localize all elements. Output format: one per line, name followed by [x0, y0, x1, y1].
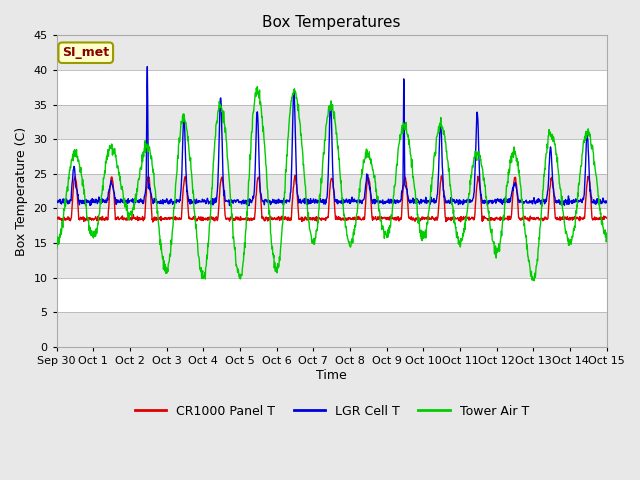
- LGR Cell T: [118, 196, 125, 202]
- LGR Cell T: [298, 198, 306, 204]
- CR1000 Panel T: [367, 190, 374, 195]
- Bar: [57, 139, 607, 174]
- CR1000 Panel T: [287, 216, 294, 221]
- CR1000 Panel T: [298, 215, 306, 220]
- CR1000 Panel T: [53, 216, 61, 221]
- CR1000 Panel T: [603, 215, 611, 221]
- Line: LGR Cell T: LGR Cell T: [57, 67, 607, 205]
- LGR Cell T: [143, 64, 151, 70]
- Bar: [57, 70, 607, 105]
- CR1000 Panel T: [149, 219, 157, 225]
- LGR Cell T: [95, 198, 103, 204]
- Tower Air T: [287, 105, 294, 110]
- Tower Air T: [118, 186, 125, 192]
- Tower Air T: [366, 155, 374, 161]
- Tower Air T: [603, 237, 611, 242]
- Tower Air T: [95, 211, 103, 217]
- X-axis label: Time: Time: [316, 369, 347, 382]
- CR1000 Panel T: [95, 216, 103, 222]
- Bar: [57, 36, 607, 70]
- LGR Cell T: [367, 188, 374, 194]
- Bar: [57, 174, 607, 208]
- CR1000 Panel T: [291, 172, 299, 178]
- LGR Cell T: [53, 197, 61, 203]
- LGR Cell T: [245, 203, 253, 208]
- Bar: [57, 312, 607, 347]
- Y-axis label: Box Temperature (C): Box Temperature (C): [15, 126, 28, 255]
- Tower Air T: [308, 238, 316, 244]
- Tower Air T: [53, 245, 61, 251]
- Title: Box Temperatures: Box Temperatures: [262, 15, 401, 30]
- Tower Air T: [253, 84, 261, 90]
- Tower Air T: [530, 278, 538, 284]
- CR1000 Panel T: [118, 214, 125, 220]
- Legend: CR1000 Panel T, LGR Cell T, Tower Air T: CR1000 Panel T, LGR Cell T, Tower Air T: [129, 400, 534, 423]
- LGR Cell T: [287, 189, 294, 195]
- LGR Cell T: [308, 198, 316, 204]
- LGR Cell T: [603, 199, 611, 204]
- Text: SI_met: SI_met: [62, 46, 109, 59]
- Bar: [57, 208, 607, 243]
- CR1000 Panel T: [308, 216, 316, 221]
- Line: Tower Air T: Tower Air T: [57, 87, 607, 281]
- Tower Air T: [298, 142, 306, 148]
- Bar: [57, 105, 607, 139]
- Bar: [57, 243, 607, 277]
- Line: CR1000 Panel T: CR1000 Panel T: [57, 175, 607, 222]
- Bar: [57, 277, 607, 312]
